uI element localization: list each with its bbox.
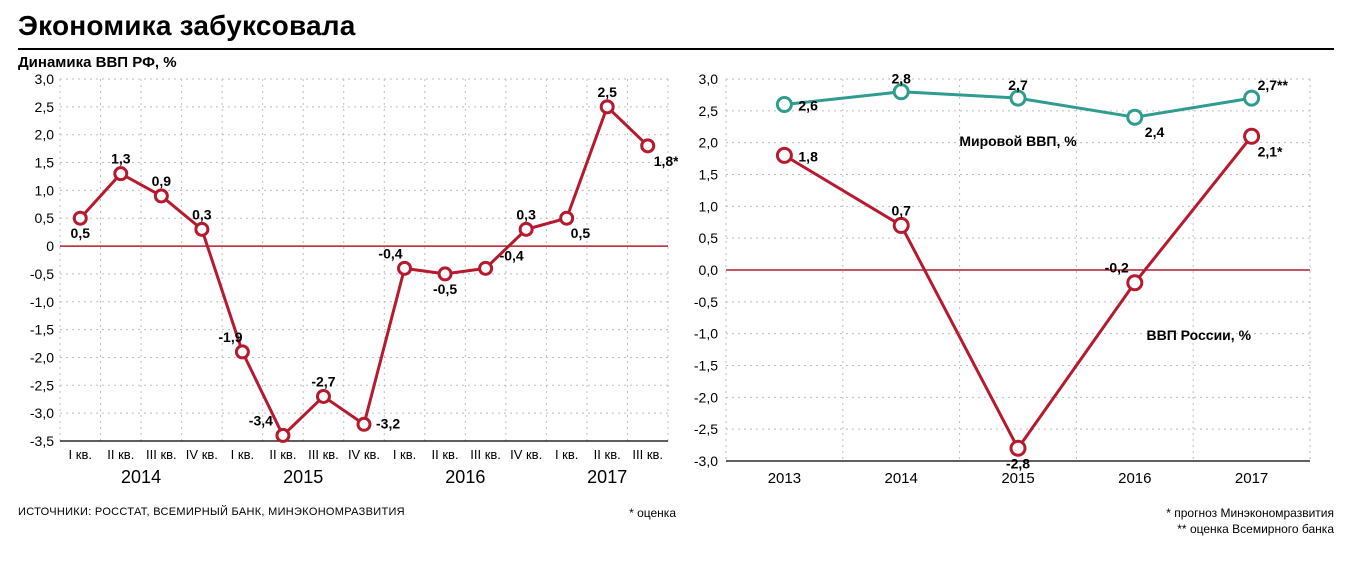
svg-text:I кв.: I кв. [231, 447, 254, 462]
svg-text:-0,2: -0,2 [1105, 260, 1129, 276]
svg-text:-1,5: -1,5 [694, 358, 718, 374]
footnote-wb: ** оценка Всемирного банка [676, 522, 1334, 538]
svg-text:2015: 2015 [1001, 470, 1034, 487]
svg-text:2014: 2014 [885, 470, 918, 487]
footnotes-row: ИСТОЧНИКИ: РОССТАТ, ВСЕМИРНЫЙ БАНК, МИНЭ… [18, 506, 1334, 537]
page-root: Экономика забуксовала Динамика ВВП РФ, %… [0, 0, 1352, 570]
svg-text:I кв.: I кв. [393, 447, 416, 462]
svg-text:1,5: 1,5 [699, 167, 719, 183]
svg-text:2016: 2016 [1118, 470, 1151, 487]
svg-text:IV кв.: IV кв. [510, 447, 542, 462]
svg-text:1,8: 1,8 [798, 148, 818, 164]
svg-text:III кв.: III кв. [146, 447, 177, 462]
chart2-container: -3,0 -2,5 -2,0 -1,5 -1,0 -0,5 0,0 0,5 1,0 1,5 2,0 2… [678, 71, 1328, 506]
charts-row: -3,5 -3,0 -2,5 -2,0 -1,5 -1,0 -0,5 0 0,5 1,0 1,5 2,… [18, 71, 1334, 506]
chart2-svg: -3,0 -2,5 -2,0 -1,5 -1,0 -0,5 0,0 0,5 1,0 1,5 2,0 2… [678, 71, 1328, 501]
svg-text:-1,0: -1,0 [694, 326, 718, 342]
svg-text:II кв.: II кв. [107, 447, 134, 462]
svg-text:-0,5: -0,5 [694, 294, 718, 310]
svg-text:-3,0: -3,0 [694, 453, 718, 469]
svg-text:2,5: 2,5 [597, 84, 617, 100]
svg-text:IV кв.: IV кв. [348, 447, 380, 462]
svg-text:2016: 2016 [445, 467, 485, 487]
svg-text:-3,4: -3,4 [249, 412, 273, 428]
svg-text:III кв.: III кв. [632, 447, 663, 462]
svg-text:-1,5: -1,5 [30, 322, 54, 338]
svg-text:I кв.: I кв. [555, 447, 578, 462]
svg-text:2,6: 2,6 [798, 97, 818, 113]
svg-text:-3,2: -3,2 [376, 415, 400, 431]
svg-text:1,3: 1,3 [111, 151, 131, 167]
svg-text:-2,7: -2,7 [311, 373, 335, 389]
svg-text:0,5: 0,5 [571, 225, 591, 241]
svg-text:-0,4: -0,4 [378, 245, 402, 261]
svg-text:0,9: 0,9 [152, 173, 172, 189]
svg-text:II кв.: II кв. [594, 447, 621, 462]
svg-text:2015: 2015 [283, 467, 323, 487]
svg-text:0,5: 0,5 [35, 210, 55, 226]
svg-text:2014: 2014 [121, 467, 161, 487]
svg-text:-2,0: -2,0 [694, 389, 718, 405]
svg-text:2017: 2017 [587, 467, 627, 487]
svg-text:0,3: 0,3 [192, 206, 212, 222]
svg-text:-0,5: -0,5 [30, 266, 54, 282]
divider [18, 48, 1334, 50]
svg-text:II кв.: II кв. [269, 447, 296, 462]
svg-text:-2,5: -2,5 [694, 421, 718, 437]
svg-text:2013: 2013 [768, 470, 801, 487]
footnotes-left: ИСТОЧНИКИ: РОССТАТ, ВСЕМИРНЫЙ БАНК, МИНЭ… [18, 506, 676, 537]
svg-text:2,5: 2,5 [699, 103, 719, 119]
svg-text:2,5: 2,5 [35, 99, 55, 115]
svg-text:0,7: 0,7 [891, 202, 911, 218]
svg-text:-0,5: -0,5 [433, 281, 457, 297]
svg-text:2,0: 2,0 [35, 127, 55, 143]
svg-text:2,7**: 2,7** [1258, 77, 1289, 93]
svg-text:1,5: 1,5 [35, 155, 55, 171]
svg-text:-2,0: -2,0 [30, 349, 54, 365]
svg-text:III кв.: III кв. [470, 447, 501, 462]
svg-text:ВВП России, %: ВВП России, % [1146, 327, 1251, 343]
svg-text:-3,0: -3,0 [30, 405, 54, 421]
svg-text:2,7: 2,7 [1008, 77, 1028, 93]
svg-text:1,8*: 1,8* [654, 153, 678, 169]
svg-text:2,4: 2,4 [1145, 124, 1165, 140]
svg-text:IV кв.: IV кв. [186, 447, 218, 462]
svg-text:0,5: 0,5 [71, 225, 91, 241]
chart1-svg: -3,5 -3,0 -2,5 -2,0 -1,5 -1,0 -0,5 0 0,5 1,0 1,5 2,… [18, 71, 678, 501]
svg-text:I кв.: I кв. [69, 447, 92, 462]
chart1-container: -3,5 -3,0 -2,5 -2,0 -1,5 -1,0 -0,5 0 0,5 1,0 1,5 2,… [18, 71, 678, 506]
svg-text:2017: 2017 [1235, 470, 1268, 487]
svg-text:3,0: 3,0 [35, 71, 55, 87]
svg-text:III кв.: III кв. [308, 447, 339, 462]
svg-text:3,0: 3,0 [699, 71, 719, 87]
svg-text:1,0: 1,0 [35, 182, 55, 198]
page-title: Экономика забуксовала [18, 10, 1334, 42]
svg-text:-1,0: -1,0 [30, 294, 54, 310]
svg-text:-1,9: -1,9 [218, 329, 242, 345]
subtitle: Динамика ВВП РФ, % [18, 54, 1334, 71]
svg-text:-2,5: -2,5 [30, 377, 54, 393]
svg-text:0: 0 [46, 238, 54, 254]
footnote-estimate: * оценка [629, 506, 676, 537]
svg-text:-0,4: -0,4 [500, 247, 524, 263]
svg-text:2,1*: 2,1* [1258, 143, 1283, 159]
svg-text:2,0: 2,0 [699, 135, 719, 151]
svg-text:2,8: 2,8 [891, 71, 911, 87]
svg-text:-2,8: -2,8 [1006, 455, 1030, 471]
footnotes-right: * прогноз Минэкономразвития ** оценка Вс… [676, 506, 1334, 537]
svg-text:-3,5: -3,5 [30, 433, 54, 449]
svg-text:0,0: 0,0 [699, 262, 719, 278]
svg-text:II кв.: II кв. [432, 447, 459, 462]
svg-text:Мировой ВВП, %: Мировой ВВП, % [959, 133, 1077, 149]
svg-text:0,3: 0,3 [516, 206, 536, 222]
svg-text:0,5: 0,5 [699, 230, 719, 246]
sources-text: ИСТОЧНИКИ: РОССТАТ, ВСЕМИРНЫЙ БАНК, МИНЭ… [18, 506, 405, 537]
svg-text:1,0: 1,0 [699, 198, 719, 214]
footnote-forecast: * прогноз Минэкономразвития [676, 506, 1334, 522]
